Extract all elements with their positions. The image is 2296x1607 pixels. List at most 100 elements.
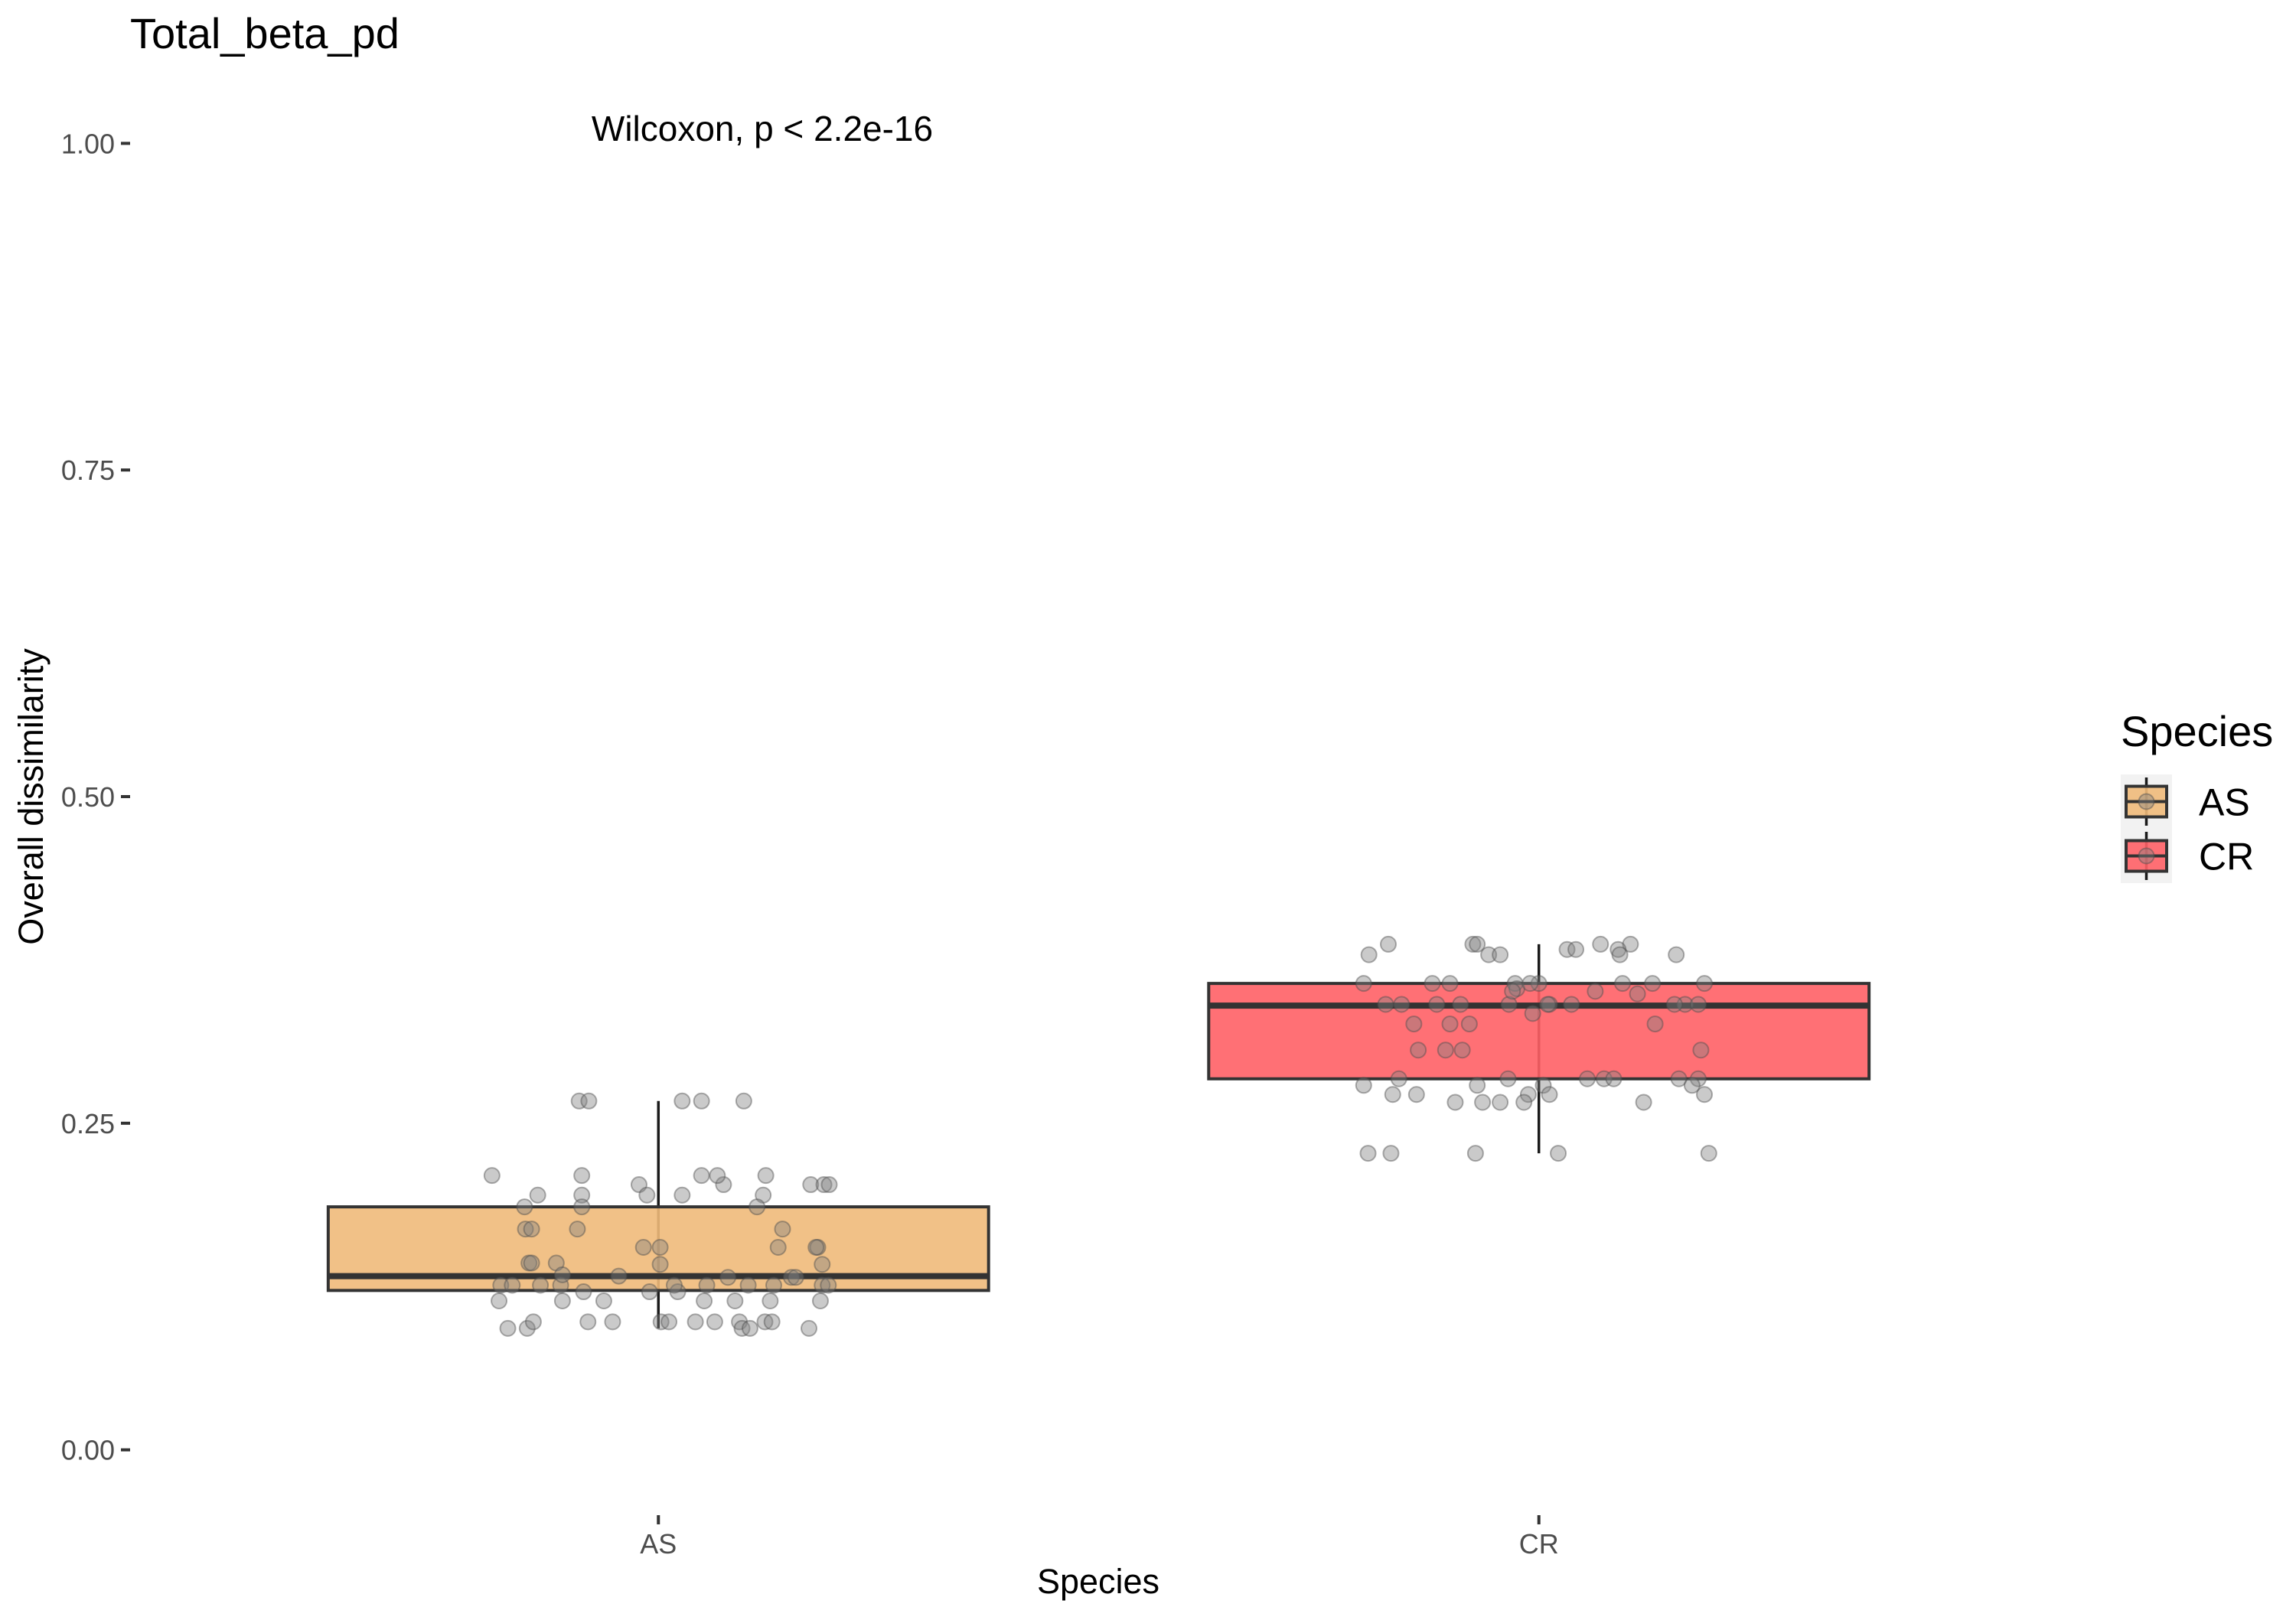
data-point: [1515, 1094, 1533, 1111]
data-point: [1499, 1070, 1517, 1087]
data-point: [499, 1319, 517, 1337]
data-point: [748, 1198, 766, 1216]
data-point: [641, 1283, 658, 1301]
data-point: [504, 1276, 521, 1294]
data-point: [1563, 996, 1580, 1013]
data-point: [1683, 1077, 1701, 1094]
data-point: [492, 1276, 510, 1294]
data-point: [573, 1186, 591, 1204]
data-point: [1696, 1086, 1714, 1103]
data-point: [763, 1313, 781, 1331]
data-point: [762, 1292, 779, 1310]
data-point: [1644, 975, 1662, 993]
data-point: [814, 1276, 831, 1294]
data-point: [1558, 940, 1576, 958]
data-point: [809, 1239, 827, 1257]
data-point: [553, 1292, 571, 1310]
data-point: [693, 1092, 710, 1110]
data-point: [547, 1254, 565, 1272]
data-point: [673, 1186, 691, 1204]
data-point: [1524, 1005, 1541, 1022]
data-point: [1441, 975, 1459, 993]
data-point: [673, 1092, 691, 1110]
data-point: [1700, 1145, 1717, 1162]
data-point: [651, 1256, 669, 1273]
data-point: [1665, 996, 1683, 1013]
data-point: [1379, 935, 1397, 953]
data-point: [801, 1319, 818, 1337]
data-point: [1539, 996, 1557, 1013]
data-point: [739, 1276, 757, 1294]
data-point: [1508, 980, 1525, 997]
data-point: [693, 1167, 710, 1185]
data-point: [1405, 1015, 1423, 1033]
y-tick-label: 1.00: [61, 128, 115, 159]
data-point: [735, 1092, 752, 1110]
data-point: [651, 1239, 669, 1257]
data-point: [1466, 1145, 1484, 1162]
data-point: [1410, 1041, 1427, 1059]
data-point: [1521, 975, 1539, 993]
data-point: [1500, 996, 1518, 1013]
data-point: [1635, 1094, 1652, 1111]
legend-label: AS: [2199, 781, 2250, 824]
y-axis-title: Overall dissimilarity: [11, 648, 51, 945]
x-tick-label: AS: [640, 1528, 677, 1560]
x-axis-title: Species: [1037, 1562, 1159, 1601]
data-point: [1689, 996, 1707, 1013]
data-point: [731, 1313, 748, 1331]
data-point: [1609, 940, 1627, 958]
data-point: [1530, 975, 1548, 993]
data-point: [1506, 975, 1524, 993]
data-point: [814, 1256, 831, 1273]
data-point: [1622, 935, 1639, 953]
data-point: [782, 1269, 800, 1286]
data-point: [570, 1092, 588, 1110]
data-point: [1390, 1070, 1407, 1087]
data-point: [1492, 1094, 1509, 1111]
data-point: [719, 1269, 737, 1286]
data-point: [756, 1313, 774, 1331]
data-point: [706, 1313, 723, 1331]
x-tick-label: CR: [1519, 1528, 1559, 1560]
data-point: [774, 1221, 791, 1238]
data-point: [733, 1319, 751, 1337]
y-tick-label: 0.50: [61, 781, 115, 813]
data-point: [520, 1254, 538, 1272]
legend-label: CR: [2199, 836, 2254, 878]
data-point: [1377, 996, 1394, 1013]
data-point: [1629, 985, 1646, 1002]
data-point: [769, 1239, 787, 1257]
data-point: [765, 1276, 782, 1294]
data-point: [552, 1276, 569, 1294]
data-point: [1534, 1077, 1552, 1094]
data-point: [815, 1176, 833, 1194]
data-point: [604, 1313, 621, 1331]
data-point: [1492, 946, 1509, 963]
data-point: [1424, 975, 1441, 993]
data-point: [1446, 1094, 1464, 1111]
data-point: [1453, 1041, 1471, 1059]
data-point: [1587, 983, 1604, 1000]
y-tick-label: 0.75: [61, 455, 115, 486]
boxplot-cr: [1207, 944, 1871, 1154]
data-point: [638, 1186, 656, 1204]
data-point: [1469, 935, 1486, 953]
legend-item-cr: CR: [2121, 829, 2254, 883]
data-point: [715, 1176, 732, 1194]
data-point: [1670, 1070, 1688, 1087]
y-axis: 0.00 0.25 0.50 0.75 1.00: [61, 128, 130, 1466]
data-point: [523, 1254, 540, 1272]
data-point: [1384, 1086, 1401, 1103]
data-point: [1646, 1015, 1664, 1033]
data-point: [1355, 1077, 1372, 1094]
data-point: [820, 1176, 838, 1194]
data-point: [610, 1267, 628, 1285]
data-point: [741, 1319, 758, 1337]
data-point: [820, 1276, 837, 1294]
data-point: [665, 1276, 683, 1294]
data-point: [1360, 946, 1378, 963]
data-point: [652, 1313, 670, 1331]
data-point: [709, 1167, 726, 1185]
